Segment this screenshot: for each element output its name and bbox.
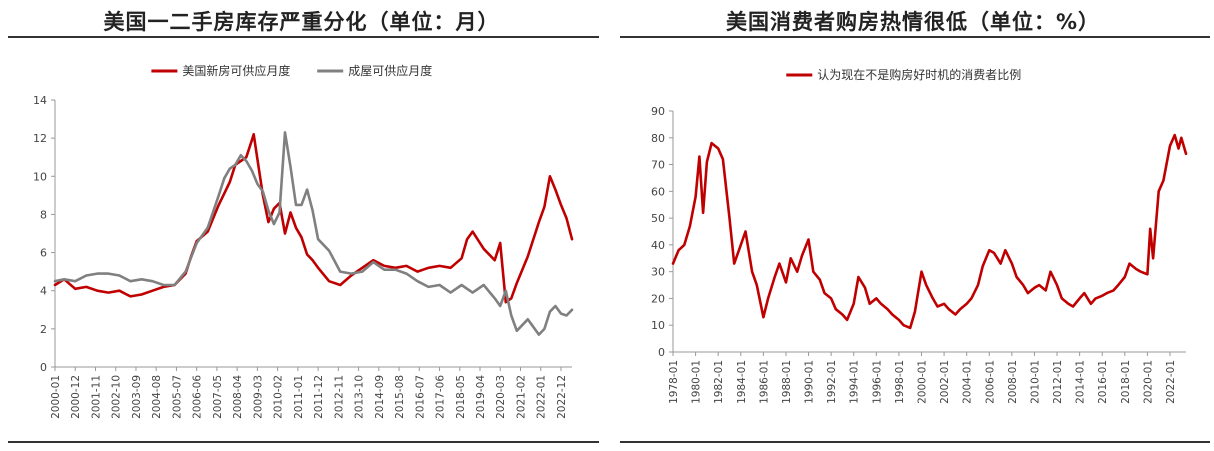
x-tick-label: 2005-07 (171, 375, 183, 419)
x-tick-label: 2000-01 (50, 375, 62, 419)
x-tick-label: 2018-01 (1120, 360, 1132, 404)
x-tick-label: 2017-06 (435, 375, 447, 419)
y-tick-label: 10 (651, 319, 665, 332)
x-tick-label: 1990-01 (804, 360, 816, 404)
x-tick-label: 2007-05 (212, 375, 224, 419)
x-tick-label: 2018-05 (455, 375, 467, 419)
y-tick-label: 14 (33, 94, 47, 107)
chart-panel-new-vs-existing-inventory: 美国一二手房库存严重分化（单位：月） 0 2 4 6 8 10 12 14 2000-01 200… (0, 0, 603, 451)
x-tick-label: 2020-03 (495, 375, 507, 419)
y-tick-label: 6 (40, 247, 47, 260)
x-tick-label: 2008-01 (1007, 360, 1019, 404)
legend-label-2: 成屋可供应月度 (348, 63, 432, 78)
chart-title: 美国一二手房库存严重分化（单位：月） (103, 10, 500, 34)
x-tick-label: 1982-01 (713, 360, 725, 404)
line-chart-bad-time-to-buy: 0 10 20 30 40 50 60 70 80 90 1978-01 1980-01 1982-01… (651, 67, 1188, 404)
y-tick-label: 20 (651, 292, 665, 305)
chart-title: 美国消费者购房热情很低（单位：%） (725, 10, 1101, 34)
x-tick-label: 2001-11 (90, 375, 102, 419)
x-tick-label: 2015-08 (394, 375, 406, 419)
x-tick-label: 1996-01 (871, 360, 883, 404)
legend-label-1: 认为现在不是购房好时机的消费者比例 (817, 67, 1021, 82)
y-tick-label: 4 (40, 285, 47, 298)
y-tick-label: 80 (651, 132, 665, 145)
x-tick-label: 2013-10 (354, 375, 366, 419)
y-tick-label: 60 (651, 185, 665, 198)
y-tick-label: 50 (651, 212, 665, 225)
x-tick-label: 2022-01 (536, 375, 548, 419)
series-line-1 (671, 133, 1188, 330)
x-tick-label: 2006-06 (192, 375, 204, 419)
x-tick-label: 2021-02 (515, 375, 527, 419)
y-tick-label: 2 (40, 323, 47, 336)
y-tick-label: 30 (651, 266, 665, 279)
y-tick-label: 90 (651, 105, 665, 118)
x-tick-label: 2019-04 (475, 375, 487, 419)
chart-panel-buying-sentiment: 美国消费者购房热情很低（单位：%） 0 10 20 30 40 50 60 70 80 90 197… (612, 0, 1214, 451)
x-tick-label: 2012-01 (1052, 360, 1064, 404)
x-tick-label: 2022-12 (556, 375, 568, 419)
y-tick-label: 0 (40, 361, 47, 374)
x-tick-label: 2000-01 (916, 360, 928, 404)
x-tick-label: 2016-07 (414, 375, 426, 419)
x-tick-label: 1988-01 (781, 360, 793, 404)
x-tick-label: 1984-01 (736, 360, 748, 404)
line-chart-inventory-months: 0 2 4 6 8 10 12 14 2000-01 2000-12 2001-11 2002-10 2… (33, 63, 574, 419)
x-tick-label: 2004-08 (151, 375, 163, 419)
x-tick-label: 2022-01 (1165, 360, 1177, 404)
x-tick-label: 2012-11 (333, 375, 345, 419)
y-tick-label: 12 (33, 132, 47, 145)
x-tick-label: 2016-01 (1097, 360, 1109, 404)
x-tick-label: 1980-01 (691, 360, 703, 404)
y-tick-label: 0 (658, 346, 665, 359)
x-tick-label: 2004-01 (962, 360, 974, 404)
x-tick-label: 2014-01 (1075, 360, 1087, 404)
x-tick-label: 2011-01 (293, 375, 305, 419)
x-tick-label: 2008-04 (232, 375, 244, 419)
x-tick-label: 2002-10 (111, 375, 123, 419)
bottom-rule (8, 441, 599, 443)
top-rule (620, 36, 1210, 38)
x-tick-label: 1978-01 (668, 360, 680, 404)
series-line-2 (53, 131, 574, 336)
x-tick-label: 1994-01 (849, 360, 861, 404)
x-tick-label: 1998-01 (894, 360, 906, 404)
x-tick-label: 2010-02 (273, 375, 285, 419)
x-tick-label: 2020-01 (1142, 360, 1154, 404)
x-tick-label: 2002-01 (939, 360, 951, 404)
y-tick-label: 10 (33, 170, 47, 183)
x-tick-label: 1992-01 (826, 360, 838, 404)
x-tick-label: 1986-01 (758, 360, 770, 404)
x-tick-label: 2003-09 (131, 375, 143, 419)
top-rule (8, 36, 599, 38)
x-tick-label: 2010-01 (1029, 360, 1041, 404)
bottom-rule (620, 441, 1210, 443)
x-tick-label: 2006-01 (984, 360, 996, 404)
y-tick-label: 70 (651, 159, 665, 172)
x-tick-label: 2009-03 (252, 375, 264, 419)
x-tick-label: 2014-09 (374, 375, 386, 419)
y-tick-label: 8 (40, 208, 47, 221)
x-tick-label: 2000-12 (70, 375, 82, 419)
legend-label-1: 美国新房可供应月度 (182, 63, 290, 78)
y-tick-label: 40 (651, 239, 665, 252)
x-tick-label: 2011-12 (313, 375, 325, 419)
